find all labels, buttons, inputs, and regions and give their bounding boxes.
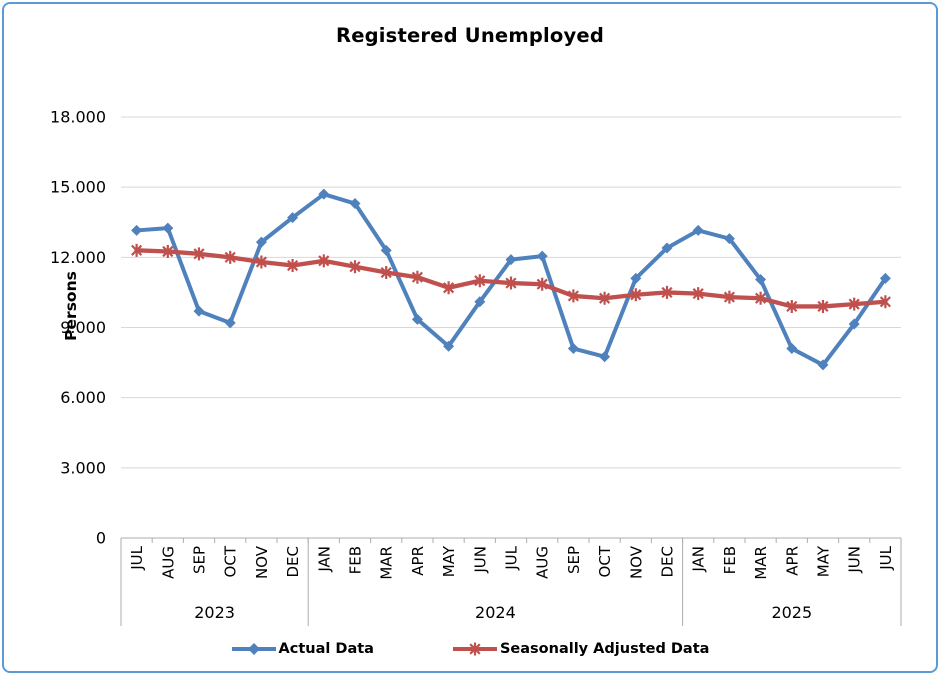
y-tick-label: 18.000: [50, 108, 106, 127]
y-tick-label: 0: [96, 529, 106, 548]
marker-diamond: [599, 351, 611, 363]
marker-diamond: [287, 212, 299, 224]
y-tick-label: 15.000: [50, 178, 106, 197]
x-tick-label: MAY: [440, 545, 458, 577]
chart-title: Registered Unemployed: [335, 24, 605, 47]
marker-star: [255, 255, 267, 269]
marker-diamond: [443, 340, 455, 352]
x-tick-label: AUG: [159, 546, 177, 579]
marker-star: [692, 287, 704, 301]
x-tick-label: FEB: [347, 546, 365, 574]
y-tick-label: 9.000: [60, 318, 106, 337]
marker-star: [193, 247, 205, 261]
marker-diamond: [692, 224, 704, 236]
marker-star: [599, 291, 611, 305]
marker-star: [505, 276, 517, 290]
marker-star: [536, 277, 548, 291]
marker-star: [443, 281, 455, 295]
x-tick-label: JUL: [877, 545, 895, 570]
marker-diamond: [879, 272, 891, 284]
marker-star: [817, 299, 829, 313]
marker-diamond: [630, 272, 642, 284]
marker-diamond: [536, 250, 548, 262]
x-tick-label: DEC: [284, 546, 302, 578]
x-tick-label: JUN: [846, 546, 864, 574]
marker-star: [224, 250, 236, 264]
legend-label-actual-data: Actual Data: [278, 641, 374, 657]
x-tick-label: JUL: [128, 545, 146, 570]
x-tick-label: FEB: [721, 546, 739, 574]
marker-diamond: [786, 343, 798, 355]
marker-diamond: [162, 222, 174, 234]
marker-diamond: [193, 305, 205, 317]
marker-diamond: [848, 318, 860, 330]
marker-star: [879, 295, 891, 309]
marker-diamond: [505, 254, 517, 266]
x-tick-label: JUN: [471, 546, 489, 574]
x-tick-label: MAY: [815, 545, 833, 577]
marker-star: [380, 266, 392, 280]
year-label: 2025: [771, 603, 812, 622]
marker-star: [630, 288, 642, 302]
marker-star: [318, 254, 330, 268]
marker-star: [786, 299, 798, 313]
x-tick-label: NOV: [627, 545, 645, 579]
marker-diamond: [474, 296, 486, 308]
x-tick-label: NOV: [253, 545, 271, 579]
x-tick-label: SEP: [565, 546, 583, 574]
marker-star: [287, 259, 299, 273]
marker-star: [349, 260, 361, 274]
marker-star: [411, 270, 423, 284]
legend-item-actual-data[interactable]: Actual Data: [231, 641, 374, 657]
year-label: 2024: [475, 603, 516, 622]
y-tick-label: 12.000: [50, 248, 106, 267]
x-tick-label: MAR: [378, 546, 396, 580]
marker-diamond: [661, 242, 673, 254]
marker-diamond: [567, 343, 579, 355]
marker-diamond: [380, 244, 392, 256]
marker-star: [661, 285, 673, 299]
x-tick-label: SEP: [191, 546, 209, 574]
marker-diamond: [349, 198, 361, 210]
marker-diamond: [817, 359, 829, 371]
marker-diamond: [318, 188, 330, 200]
marker-star: [567, 289, 579, 303]
legend-label-seasonally-adjusted: Seasonally Adjusted Data: [499, 641, 710, 657]
x-tick-label: JUL: [503, 545, 521, 570]
x-tick-label: OCT: [596, 545, 614, 577]
x-tick-label: AUG: [534, 546, 552, 579]
marker-diamond: [255, 236, 267, 248]
actual-data-line-swatch: [231, 643, 276, 655]
marker-diamond: [224, 317, 236, 329]
marker-star: [474, 274, 486, 288]
marker-diamond: [723, 233, 735, 245]
x-tick-label: OCT: [222, 545, 240, 577]
x-tick-label: MAR: [752, 546, 770, 580]
legend: Actual Data Seasonally Adjusted Data: [0, 641, 940, 657]
seasonally-adjusted-line-swatch: [452, 642, 497, 656]
x-tick-label: APR: [409, 546, 427, 576]
marker-diamond: [411, 313, 423, 325]
legend-item-seasonally-adjusted[interactable]: Seasonally Adjusted Data: [452, 641, 709, 657]
marker-star: [723, 290, 735, 304]
year-label: 2023: [194, 603, 235, 622]
x-tick-label: JAN: [315, 546, 333, 573]
series-seasonally-adjusted[interactable]: [131, 243, 891, 313]
marker-diamond: [755, 274, 767, 286]
marker-star: [755, 291, 767, 305]
y-tick-label: 3.000: [60, 458, 106, 477]
x-tick-label: APR: [783, 546, 801, 576]
x-tick-label: JAN: [690, 546, 708, 573]
y-tick-label: 6.000: [60, 388, 106, 407]
series-actual-data[interactable]: [131, 188, 891, 371]
marker-star: [162, 244, 174, 258]
marker-diamond: [131, 224, 143, 236]
marker-star: [131, 243, 143, 257]
x-tick-label: DEC: [659, 546, 677, 578]
marker-star: [848, 297, 860, 311]
